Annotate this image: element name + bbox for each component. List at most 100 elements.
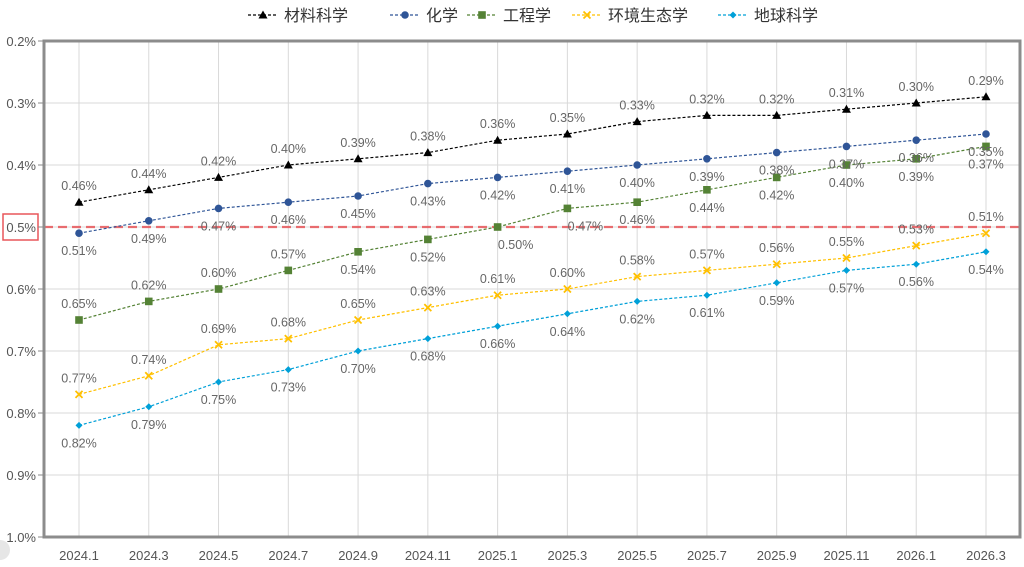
series-4 <box>75 248 990 429</box>
x-marker <box>563 284 572 294</box>
data-label: 0.39% <box>899 170 934 184</box>
circle-marker <box>144 217 153 225</box>
data-label: 0.70% <box>340 362 375 376</box>
x-marker-stroke <box>981 229 991 238</box>
data-label: 0.59% <box>759 294 794 308</box>
data-label: 0.38% <box>410 130 445 144</box>
diamond-marker <box>215 378 223 386</box>
data-label: 0.45% <box>340 207 375 221</box>
x-marker-stroke <box>74 390 84 399</box>
y-tick-label: 0.8% <box>6 406 36 421</box>
x-tick-label: 2026.3 <box>966 548 1006 563</box>
data-label: 0.52% <box>410 250 445 264</box>
data-label: 0.50% <box>498 238 533 252</box>
x-tick-label: 2025.3 <box>548 548 588 563</box>
data-label: 0.39% <box>340 136 375 150</box>
legend-item: 环境生态学 <box>572 6 688 25</box>
square-marker <box>214 285 223 293</box>
x-tick-label: 2025.5 <box>617 548 657 563</box>
data-label: 0.42% <box>759 188 794 202</box>
data-label: 0.68% <box>410 350 445 364</box>
x-marker <box>144 371 153 380</box>
legend-item: 材料科学 <box>248 6 348 25</box>
triangle-marker <box>144 185 154 194</box>
y-tick-label: 1.0% <box>6 530 36 545</box>
x-marker-stroke <box>633 272 642 281</box>
y-axis: 0.2% 0.3% 0.4% 0.5% 0.6% 0.7% 0.8% 0.9% 1.0% <box>6 34 44 545</box>
x-marker-stroke <box>912 241 921 250</box>
x-axis: 2024.1 2024.3 2024.5 2024.7 2024.9 2024.11 202… <box>59 548 1006 563</box>
legend-item: 地球科学 <box>718 6 818 25</box>
legend-label: 化学 <box>426 6 458 25</box>
y-tick-label: 0.3% <box>6 96 36 111</box>
series-1 <box>75 130 990 237</box>
x-tick-label: 2024.5 <box>199 548 239 563</box>
x-marker <box>582 10 592 20</box>
circle-marker <box>493 173 502 182</box>
legend-label: 材料科学 <box>284 6 348 25</box>
square-marker <box>703 186 711 194</box>
x-tick-label: 2024.11 <box>405 548 451 563</box>
data-label: 0.29% <box>968 74 1003 88</box>
diamond-marker <box>703 291 711 299</box>
data-label: 0.64% <box>550 325 585 339</box>
triangle-marker <box>702 110 712 119</box>
x-tick-label: 2025.9 <box>757 548 797 563</box>
x-tick-label: 2024.7 <box>268 548 308 563</box>
triangle-marker <box>841 104 851 113</box>
square-marker <box>842 161 851 169</box>
series-group <box>74 92 991 429</box>
x-marker <box>772 260 781 269</box>
x-marker <box>353 315 363 325</box>
y-tick-label: 0.5% <box>6 220 36 235</box>
legend-label: 环境生态学 <box>608 6 688 25</box>
data-label: 0.57% <box>829 281 864 295</box>
x-marker-stroke <box>284 334 293 343</box>
circle-marker <box>354 192 362 200</box>
x-marker-stroke <box>423 303 432 312</box>
data-labels: 0.46% 0.44% 0.42% 0.40% 0.39% 0.38% 0.36% 0.35%… <box>61 74 1003 451</box>
data-label: 0.37% <box>968 157 1003 171</box>
data-label: 0.32% <box>759 92 794 106</box>
data-label: 0.43% <box>410 195 445 209</box>
circle-marker <box>842 142 851 151</box>
data-label: 0.51% <box>61 244 96 258</box>
triangle-marker <box>74 197 84 206</box>
data-label: 0.54% <box>968 263 1003 277</box>
data-label: 0.30% <box>899 80 934 94</box>
data-label: 0.51% <box>968 210 1003 224</box>
legend-item: 工程学 <box>467 6 551 25</box>
data-label: 0.44% <box>689 201 724 215</box>
data-label: 0.38% <box>759 164 794 178</box>
circle-marker <box>284 198 293 206</box>
circle-marker <box>401 11 409 19</box>
diamond-marker <box>494 322 502 330</box>
data-label: 0.69% <box>201 322 236 336</box>
data-label: 0.31% <box>829 86 864 100</box>
x-marker-stroke <box>144 371 153 380</box>
y-tick-label: 0.2% <box>6 34 36 49</box>
diamond-marker <box>284 366 292 374</box>
triangle-marker <box>493 135 503 144</box>
data-label: 0.77% <box>61 371 96 385</box>
x-marker-stroke <box>702 266 712 275</box>
legend: 材料科学 化学 工程学 环境生态学 地球科学 <box>248 6 818 25</box>
data-label: 0.82% <box>61 436 96 450</box>
square-marker <box>563 204 572 213</box>
circle-marker <box>772 148 781 157</box>
data-label: 0.63% <box>410 285 445 299</box>
data-label: 0.58% <box>619 254 654 268</box>
series-2 <box>75 142 990 324</box>
data-label: 0.36% <box>480 117 515 131</box>
x-marker <box>981 229 991 238</box>
square-marker <box>75 316 83 324</box>
data-label: 0.42% <box>480 188 515 202</box>
legend-item: 化学 <box>390 6 458 25</box>
x-marker-stroke <box>842 253 851 263</box>
data-label: 0.56% <box>759 241 794 255</box>
diamond-marker <box>563 310 571 318</box>
y-tick-label: 0.9% <box>6 468 36 483</box>
x-marker-stroke <box>214 340 223 349</box>
data-label: 0.62% <box>619 312 654 326</box>
data-label: 0.40% <box>619 176 654 190</box>
